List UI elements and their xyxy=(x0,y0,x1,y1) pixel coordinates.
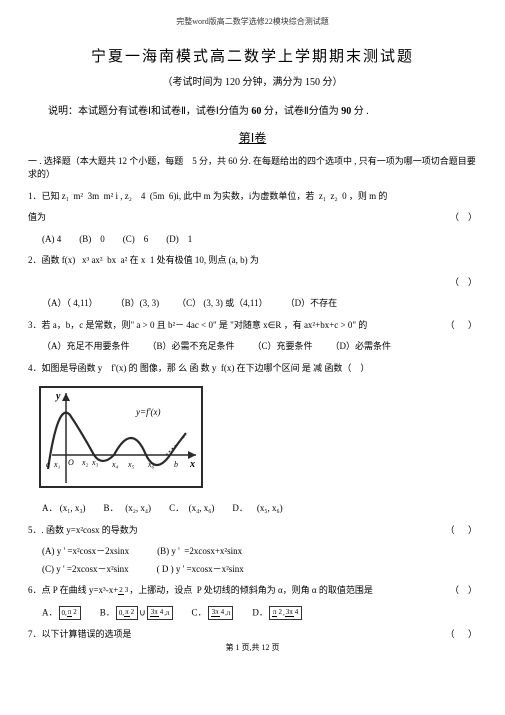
q4-opt-a: A． (x₁, x₃) xyxy=(42,502,86,516)
svg-text:x₆: x₆ xyxy=(147,460,155,469)
q6-options: A．0,π2 B．0,π2∪3π4,π C．3π4,π D．π2,3π4 xyxy=(42,606,477,621)
q2-paren-line: （ ） xyxy=(28,276,477,290)
note-end: 分 . xyxy=(354,106,369,117)
instructions: 说明：本试题分有试卷Ⅰ和试卷Ⅱ，试卷Ⅰ分值为 60 分，试卷Ⅱ分值为 90 分 … xyxy=(28,104,477,119)
q6-opt-a: A．0,π2 xyxy=(42,606,82,621)
svg-text:y: y xyxy=(55,391,61,402)
q1-opt-d: (D) 1 xyxy=(166,233,192,247)
q3-text: 3．若 a，b，c 是常数，则" a > 0 且 b²－ 4ac < 0" 是 … xyxy=(28,319,367,333)
q5-options-1: (A) y ' =x²cosx－2xsinx (B) y ' =2xcosx+x… xyxy=(42,545,477,559)
q4-options: A． (x₁, x₃) B． (x₂, x₄) C． (x₄, x₆) D． (… xyxy=(42,502,477,516)
q2-text: 2．函数 f(x) x³ ax² bx a² 在 x 1 处有极值 10, 则点… xyxy=(28,255,259,265)
q4: 4．如图是导函数 y f'(x) 的 图像，那 么 函 数 y f(x) 在下边… xyxy=(28,362,477,376)
subtitle: （考试时间为 120 分钟，满分为 150 分） xyxy=(28,75,477,90)
q5-opt-d: ( D ) y ' =xcosx－x²sinx xyxy=(157,563,244,577)
q4-opt-b: B． (x₂, x₄) xyxy=(104,502,152,516)
svg-text:x₂: x₂ xyxy=(81,458,89,467)
q7-paren: （ ） xyxy=(445,628,477,642)
doc-header: 完整word版高二数学选修22模块综合测试题 xyxy=(28,16,477,28)
q1-opt-a: (A) 4 xyxy=(42,233,61,247)
q6-frac: 23 xyxy=(118,587,129,594)
q2: 2．函数 f(x) x³ ax² bx a² 在 x 1 处有极值 10, 则点… xyxy=(28,254,477,268)
q3-opt-a: （A）充足不用要条件 xyxy=(42,340,130,354)
q5-text: 5．. 函数 y=x²cosx 的导数为 xyxy=(28,524,138,538)
page-footer: 第 1 页,共 12 页 xyxy=(0,642,505,654)
q5-options-2: (C) y ' =2xcosx－x²sinx ( D ) y ' =xcosx－… xyxy=(42,563,477,577)
q1-line2: 值为 （ ） xyxy=(28,211,477,225)
derivative-svg: y x y=f'(x) a x₁ O x₂ x₃ x₄ x₅ x₆ b xyxy=(36,383,206,491)
q1-options: (A) 4 (B) 0 (C) 6 (D) 1 xyxy=(42,233,477,247)
q6-post: ，上挪动，设点 P 处切线的倾斜角为 α，则角 α 的取值范围是 xyxy=(129,585,373,595)
q2-options: （A）（ 4,11） （B）(3, 3) （C） (3, 3) 或（4,11） … xyxy=(42,297,477,311)
svg-text:a: a xyxy=(46,460,50,469)
q2-opt-c: （C） (3, 3) 或（4,11） xyxy=(177,297,267,311)
q2-paren: （ ） xyxy=(450,277,477,287)
q6-paren: （ ） xyxy=(450,584,477,598)
q6-pre: 6．点 P 在曲线 y=x³-x+ xyxy=(28,585,118,595)
svg-text:x₄: x₄ xyxy=(111,460,119,469)
q3-opt-b: （B）必需不充足条件 xyxy=(148,340,235,354)
q5-paren: （ ） xyxy=(445,524,477,538)
note-90: 90 xyxy=(341,106,351,117)
q1b-text: 值为 xyxy=(28,211,46,225)
note-pre: 说明：本试题分有试卷Ⅰ和试卷Ⅱ，试卷Ⅰ分值为 xyxy=(48,106,249,117)
note-60: 60 xyxy=(251,106,261,117)
q3-paren: （ ） xyxy=(445,319,477,333)
note-mid: 分，试卷Ⅱ分值为 xyxy=(264,106,339,117)
q7-text: 7．以下计算错误的选项是 xyxy=(28,628,132,642)
q2-opt-b: （B）(3, 3) xyxy=(116,297,160,311)
q3-opt-d: （D）必需条件 xyxy=(331,340,392,354)
q6-opt-d: D．π2,3π4 xyxy=(252,606,303,621)
q5-opt-b: (B) y ' =2xcosx+x²sinx xyxy=(157,545,242,559)
svg-text:x: x xyxy=(189,459,195,470)
page-title: 宁夏一海南模式高二数学上学期期末测试题 xyxy=(28,46,477,69)
q6: 6．点 P 在曲线 y=x³-x+23，上挪动，设点 P 处切线的倾斜角为 α，… xyxy=(28,584,477,598)
q1-text: 1．已知 z₁ m² 3m m² i , z₂ 4 (5m 6)i, 此中 m … xyxy=(28,191,387,201)
svg-text:x₃: x₃ xyxy=(91,458,99,467)
q3-opt-c: （C）充要条件 xyxy=(253,340,313,354)
svg-text:O: O xyxy=(68,458,74,467)
q6-opt-b: B．0,π2∪3π4,π xyxy=(100,606,174,621)
derivative-figure: y x y=f'(x) a x₁ O x₂ x₃ x₄ x₅ x₆ b xyxy=(36,383,477,496)
q1: 1．已知 z₁ m² 3m m² i , z₂ 4 (5m 6)i, 此中 m … xyxy=(28,190,477,204)
q3: 3．若 a，b，c 是常数，则" a > 0 且 b²－ 4ac < 0" 是 … xyxy=(28,319,477,333)
q5: 5．. 函数 y=x²cosx 的导数为 （ ） xyxy=(28,524,477,538)
q2-opt-d: （D）不存在 xyxy=(286,297,338,311)
q6-text: 6．点 P 在曲线 y=x³-x+23，上挪动，设点 P 处切线的倾斜角为 α，… xyxy=(28,584,373,598)
section-a-title: 一 . 选择题（本大题共 12 个小题，每题 5 分，共 60 分. 在每题给出… xyxy=(28,155,477,182)
svg-text:x₅: x₅ xyxy=(127,460,135,469)
q7: 7．以下计算错误的选项是 （ ） xyxy=(28,628,477,642)
q1-opt-c: (C) 6 xyxy=(123,233,149,247)
section-1-label: 第Ⅰ卷 xyxy=(28,129,477,147)
svg-text:x₁: x₁ xyxy=(53,460,61,469)
q4-opt-d: D． (x₅, x₆) xyxy=(232,502,282,516)
page: 完整word版高二数学选修22模块综合测试题 宁夏一海南模式高二数学上学期期末测… xyxy=(0,0,505,658)
q4-opt-c: C． (x₄, x₆) xyxy=(169,502,214,516)
q1-paren: （ ） xyxy=(450,211,477,225)
q3-options: （A）充足不用要条件 （B）必需不充足条件 （C）充要条件 （D）必需条件 xyxy=(42,340,477,354)
q5-opt-a: (A) y ' =x²cosx－2xsinx xyxy=(42,545,129,559)
q1-opt-b: (B) 0 xyxy=(79,233,105,247)
q5-opt-c: (C) y ' =2xcosx－x²sinx xyxy=(42,563,129,577)
svg-text:y=f'(x): y=f'(x) xyxy=(135,407,160,417)
q2-opt-a: （A）（ 4,11） xyxy=(42,297,98,311)
q6-opt-c: C．3π4,π xyxy=(192,606,235,621)
svg-text:b: b xyxy=(174,460,178,469)
